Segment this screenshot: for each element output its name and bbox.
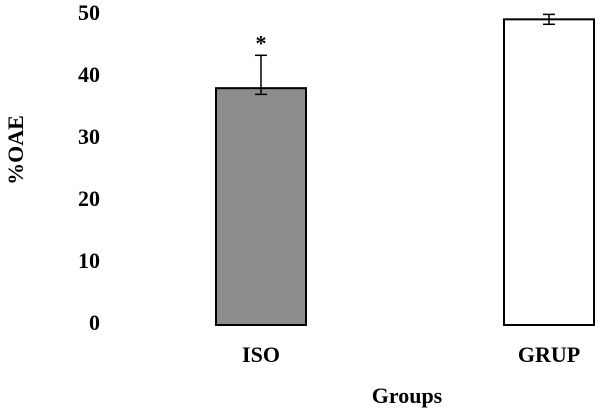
x-tick-label: GRUP xyxy=(518,342,580,367)
y-axis-label: %OAE xyxy=(3,115,28,185)
y-tick-label: 30 xyxy=(78,124,100,149)
y-tick-label: 50 xyxy=(78,0,100,25)
x-tick-label: ISO xyxy=(242,342,280,367)
y-tick-label: 0 xyxy=(89,310,100,335)
annotation: * xyxy=(256,30,267,55)
y-tick-label: 20 xyxy=(78,186,100,211)
y-tick-label: 40 xyxy=(78,62,100,87)
y-tick-label: 10 xyxy=(78,248,100,273)
bar xyxy=(215,87,307,326)
x-axis-label: Groups xyxy=(372,383,443,408)
bar xyxy=(503,18,595,327)
